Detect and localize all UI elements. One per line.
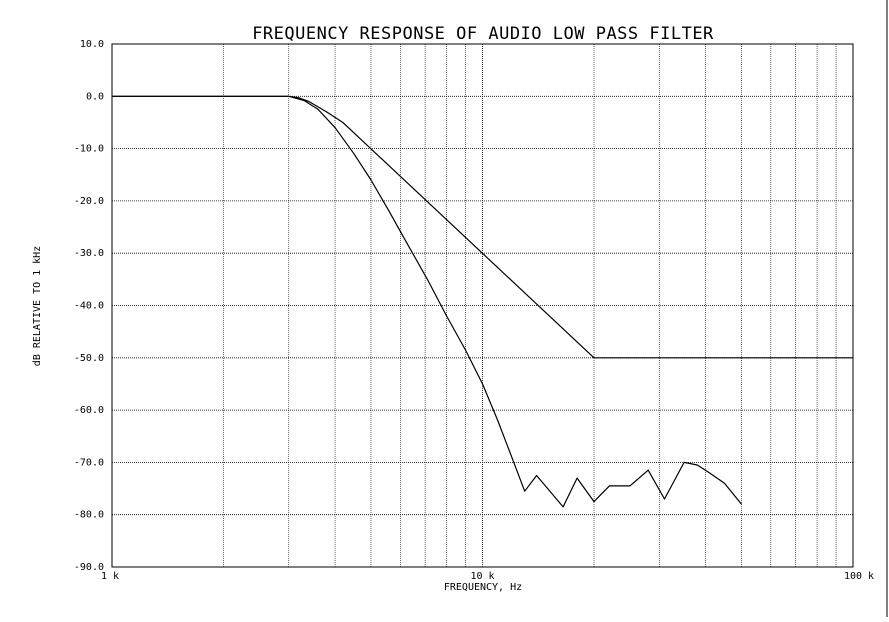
y-tick-labels: 10.0 0.0 -10.0 -20.0 -30.0 -40.0 -50.0 -60.0 -70… (74, 39, 104, 573)
y-tick-label: -60.0 (74, 405, 104, 416)
x-tick-labels: 1 k 10 k 100 k (101, 571, 874, 582)
x-tick-label: 1 k (101, 571, 119, 582)
y-tick-label: -40.0 (74, 301, 104, 312)
y-tick-label: -20.0 (74, 196, 104, 207)
chart-title: FREQUENCY RESPONSE OF AUDIO LOW PASS FIL… (252, 24, 714, 44)
series-layer (112, 95, 853, 508)
plot-border (111, 43, 854, 568)
series-line-2 (112, 95, 742, 508)
y-tick-label: -80.0 (74, 510, 104, 521)
x-tick-label: 10 k (470, 571, 494, 582)
x-axis-label: FREQUENCY, Hz (444, 582, 522, 593)
y-tick-label: -70.0 (74, 457, 104, 468)
major-grid (111, 43, 854, 568)
x-tick-label: 100 k (844, 571, 874, 582)
y-tick-label: -30.0 (74, 248, 104, 259)
y-axis-label: dB RELATIVE TO 1 kHz (32, 246, 43, 366)
y-tick-label: -50.0 (74, 353, 104, 364)
y-tick-label: 10.0 (80, 39, 104, 50)
y-tick-label: -90.0 (74, 562, 104, 573)
y-tick-label: -10.0 (74, 144, 104, 155)
y-tick-label: 0.0 (86, 91, 104, 102)
